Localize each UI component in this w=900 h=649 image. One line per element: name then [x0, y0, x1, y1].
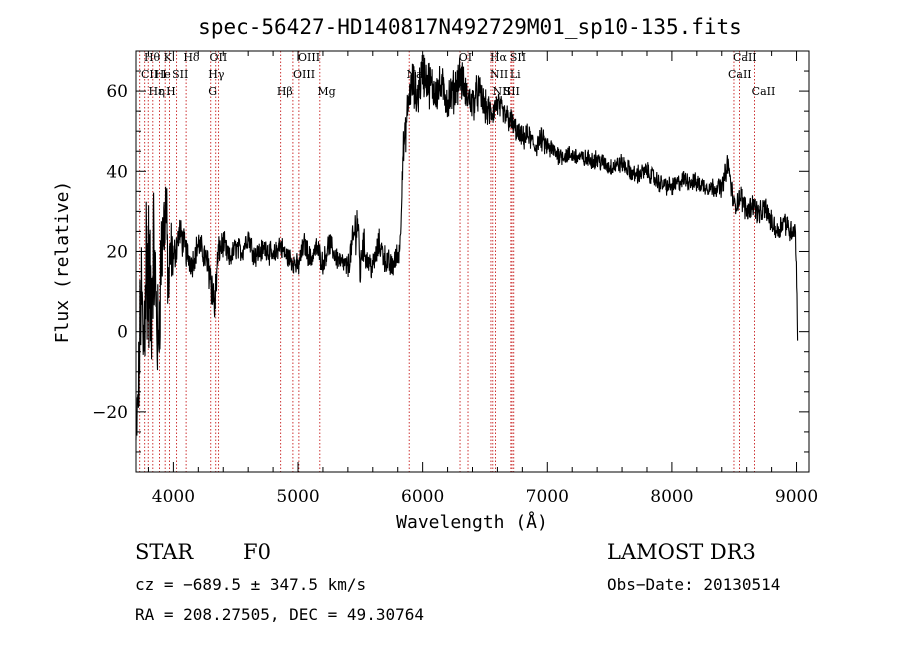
plot-frame [135, 50, 810, 473]
y-axis-label: Flux (relative) [52, 181, 73, 344]
line-label: SII [172, 68, 188, 81]
line-label: Hθ [144, 51, 161, 64]
line-label: He [155, 68, 171, 81]
line-label: K [164, 51, 173, 64]
line-label: H [166, 85, 176, 98]
line-label: Hγ [208, 68, 225, 81]
line-label: Hβ [277, 85, 293, 98]
subclass: F0 [243, 540, 271, 564]
line-label: OIII [298, 51, 320, 64]
line-label: G [208, 85, 217, 98]
x-tick-label: 4000 [152, 487, 195, 507]
x-tick-label: 8000 [650, 487, 693, 507]
line-label: OII [210, 51, 228, 64]
x-tick-label: 5000 [276, 487, 319, 507]
line-label: OI [459, 51, 472, 64]
chart-title: spec-56427-HD140817N492729M01_sp10-135.f… [198, 15, 742, 39]
line-label: OIII [293, 68, 315, 81]
line-label: Mg [317, 85, 335, 98]
x-tick-label: 6000 [401, 487, 444, 507]
survey-name: LAMOST DR3 [607, 540, 756, 564]
line-label: CaII [728, 68, 752, 81]
y-tick-label: 0 [117, 323, 128, 343]
y-tick-label: 40 [106, 162, 128, 182]
x-tick-label: 9000 [775, 487, 818, 507]
line-label: Hα [490, 51, 508, 64]
line-label: NII [490, 68, 508, 81]
line-label: η [158, 85, 165, 98]
line-label: NII [492, 85, 510, 98]
line-label: Hδ [183, 51, 200, 64]
y-tick-label: −20 [92, 403, 128, 423]
line-label: I [162, 68, 166, 81]
line-label: Hε [148, 85, 164, 98]
spectrum-series [135, 54, 799, 441]
line-label: CaII [752, 85, 776, 98]
line-label: CaII [733, 51, 757, 64]
line-label: SII [504, 85, 520, 98]
line-label: SII [510, 51, 526, 64]
x-tick-label: 7000 [526, 487, 569, 507]
obs-date: Obs−Date: 20130514 [607, 575, 781, 594]
spectrum-line [135, 54, 799, 441]
y-tick-label: 60 [106, 82, 128, 102]
line-label: CII [141, 68, 158, 81]
x-axis-label: Wavelength (Å) [396, 511, 548, 533]
line-label: Li [510, 68, 521, 81]
coordinates: RA = 208.27505, DEC = 49.30764 [135, 605, 424, 624]
axis-ticks: 4000 5000 6000 7000 8000 9000 −20 0 20 40 60 [92, 50, 818, 507]
y-tick-label: 20 [106, 242, 128, 262]
redshift-cz: cz = −689.5 ± 347.5 km/s [135, 575, 367, 594]
object-type: STAR [135, 540, 194, 564]
